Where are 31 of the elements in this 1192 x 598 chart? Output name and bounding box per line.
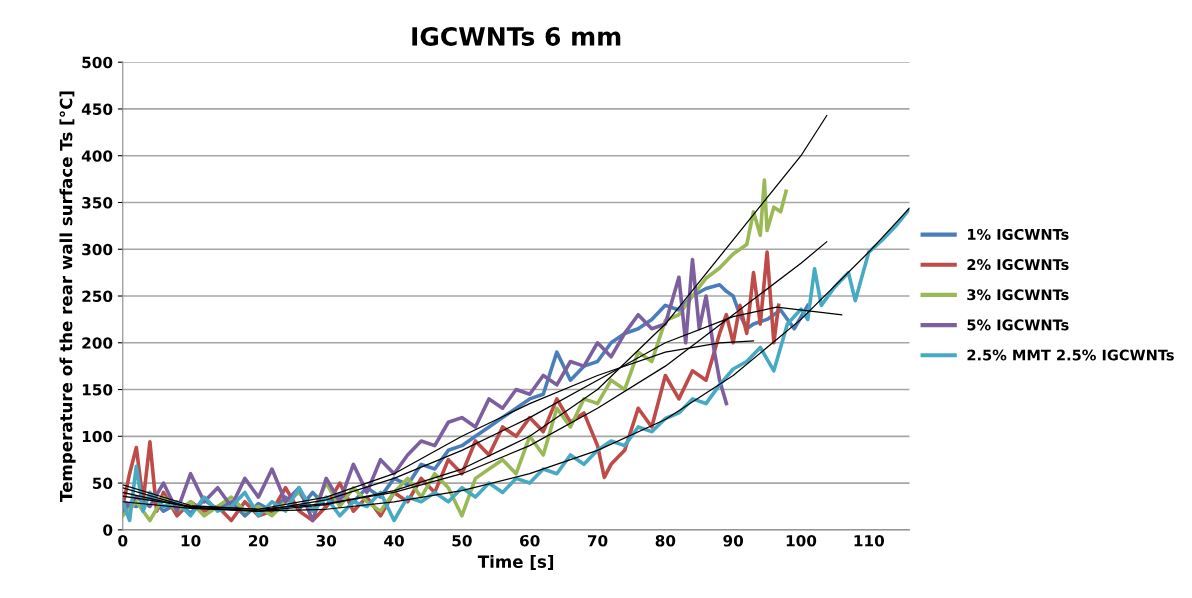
x-tick-label: 60 bbox=[520, 534, 540, 547]
y-tick-label: 500 bbox=[82, 56, 113, 69]
legend-label: 2.5% MMT 2.5% IGCWNTs bbox=[967, 349, 1174, 361]
x-tick-label: 90 bbox=[723, 534, 744, 547]
x-tick-label: 0 bbox=[118, 534, 128, 547]
legend-label: 3% IGCWNTs bbox=[967, 289, 1069, 301]
y-tick-label: 150 bbox=[82, 384, 113, 396]
x-tick-label: 100 bbox=[786, 534, 817, 547]
x-tick-label: 40 bbox=[384, 534, 404, 547]
y-tick-label: 200 bbox=[82, 337, 113, 349]
x-axis-title: Time [s] bbox=[477, 555, 554, 570]
y-tick-label: 50 bbox=[92, 477, 113, 490]
x-tick-label: 110 bbox=[854, 534, 885, 547]
y-tick-label: 350 bbox=[82, 196, 113, 209]
x-tick-label: 10 bbox=[181, 534, 201, 547]
y-tick-label: 300 bbox=[82, 243, 113, 256]
legend-label: 5% IGCWNTs bbox=[967, 319, 1069, 331]
x-tick-label: 50 bbox=[452, 534, 472, 547]
y-tick-label: 0 bbox=[103, 524, 113, 536]
legend-label: 2% IGCWNTs bbox=[967, 259, 1069, 271]
x-tick-label: 70 bbox=[587, 534, 608, 547]
legend-label: 1% IGCWNTs bbox=[968, 228, 1069, 240]
x-tick-label: 30 bbox=[316, 534, 337, 547]
y-tick-label: 400 bbox=[81, 150, 113, 162]
y-tick-label: 450 bbox=[81, 103, 113, 115]
x-tick-label: 20 bbox=[249, 534, 269, 547]
y-tick-label: 250 bbox=[82, 290, 113, 303]
x-tick-label: 80 bbox=[655, 534, 676, 547]
y-axis-title: Temperature of the rear wall surface Ts [°C] bbox=[59, 91, 76, 502]
y-tick-label: 100 bbox=[82, 430, 113, 443]
chart-title: IGCWNTs 6 mm bbox=[412, 26, 621, 46]
